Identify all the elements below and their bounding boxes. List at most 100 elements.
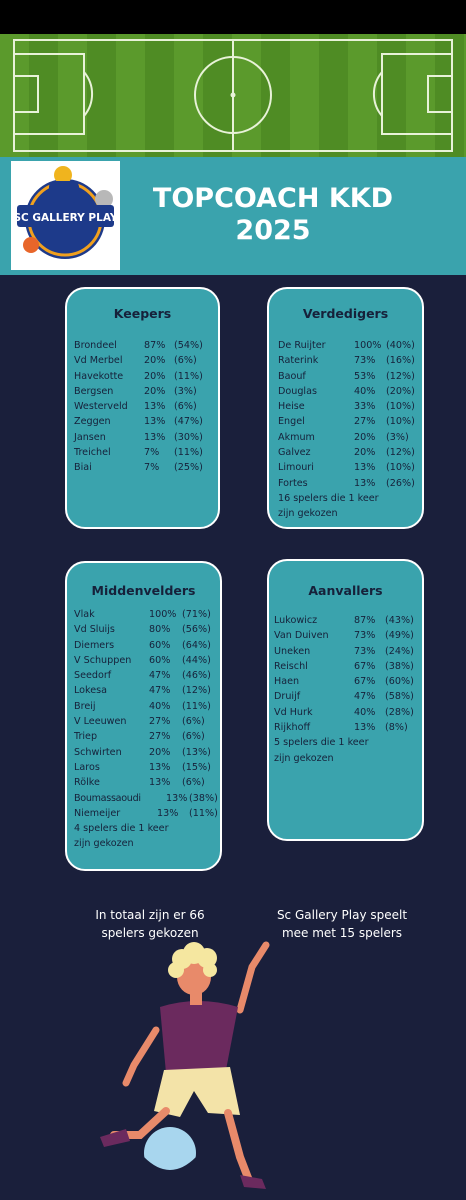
player-name: Havekotte [74, 370, 124, 382]
player-pct: 87% [354, 615, 376, 626]
list-item: Vlak 100% (71%) [74, 607, 220, 622]
player-own: (30%) [174, 431, 203, 443]
player-own: (10%) [386, 462, 415, 474]
player-own: (26%) [386, 477, 415, 489]
player-pct: 73% [354, 355, 376, 367]
list-item: Laros 13% (15%) [74, 760, 220, 775]
player-name: Akmum [278, 431, 315, 443]
player-own: (16%) [386, 355, 415, 367]
club-line-2: mee met 15 spelers [281, 926, 403, 940]
list-item: Schwirten 20% (13%) [74, 745, 220, 760]
player-name: Reischl [274, 660, 308, 672]
player-name: Laros [74, 761, 100, 773]
player-own: (71%) [182, 609, 211, 620]
verdedigers-list: De Ruijter 100% (40%) Raterink 73% (16%) Bao… [278, 338, 420, 522]
player-name: Lokesa [74, 685, 108, 697]
player-pct: 87% [144, 340, 166, 351]
player-pct: 20% [354, 447, 376, 459]
player-own: (6%) [182, 777, 205, 789]
player-pct: 53% [354, 370, 376, 382]
player-own: (25%) [174, 462, 203, 474]
player-name: Schwirten [74, 746, 122, 758]
player-pct: 100% [354, 340, 382, 351]
player-own: (10%) [386, 416, 415, 428]
list-item: Rölke 13% (6%) [74, 775, 220, 790]
list-item: Raterink 73% (16%) [278, 353, 420, 368]
aanvallers-list: Lukowicz 87% (43%) Van Duiven 73% (49%) Unek… [274, 613, 422, 766]
player-own: (6%) [174, 355, 197, 367]
list-item: Niemeijer 13% (11%) [74, 806, 220, 821]
player-pct: 67% [354, 660, 376, 672]
player-own: (12%) [182, 685, 211, 697]
page-title: TOPCOACH KKD 2025 [128, 183, 418, 247]
player-name: Engel [278, 416, 305, 428]
list-item: Boumassaoudi 13% (38%) [74, 791, 220, 806]
football-pitch-banner [0, 34, 466, 157]
player-pct: 67% [354, 676, 376, 688]
player-own: (54%) [174, 340, 203, 351]
top-black-bar [0, 0, 466, 34]
player-pct: 7% [144, 447, 160, 459]
player-own: (44%) [182, 654, 211, 666]
list-item: Lokesa 47% (12%) [74, 683, 220, 698]
note-line: zijn gekozen [74, 838, 134, 850]
list-item: Brondeel 87% (54%) [74, 338, 214, 353]
player-name: Vd Hurk [274, 706, 313, 718]
player-pct: 60% [149, 654, 171, 666]
player-pct: 73% [354, 645, 376, 657]
player-own: (12%) [386, 370, 415, 382]
player-own: (47%) [174, 416, 203, 428]
note-line: 4 spelers die 1 keer [74, 823, 169, 835]
list-item: Triep 27% (6%) [74, 729, 220, 744]
player-pct: 27% [354, 416, 376, 428]
keepers-card: Keepers Brondeel 87% (54%) Vd Merbel 20% (6%… [65, 287, 220, 529]
list-item: Vd Hurk 40% (28%) [274, 705, 422, 720]
player-pct: 13% [157, 807, 179, 819]
list-item: Zeggen 13% (47%) [74, 414, 214, 429]
list-item: Druijf 47% (58%) [274, 689, 422, 704]
player-pct: 13% [166, 792, 188, 804]
list-item: Seedorf 47% (46%) [74, 668, 220, 683]
player-name: Uneken [274, 645, 311, 657]
list-item: Bergsen 20% (3%) [74, 384, 214, 399]
player-own: (6%) [174, 401, 197, 413]
player-name: Treichel [74, 447, 111, 459]
player-own: (6%) [182, 731, 205, 743]
player-name: Douglas [278, 385, 317, 397]
player-pct: 13% [144, 431, 166, 443]
player-name: V Leeuwen [74, 716, 127, 728]
player-name: Bergsen [74, 385, 114, 397]
note-line: 5 spelers die 1 keer [274, 737, 369, 749]
player-own: (56%) [182, 624, 211, 636]
player-name: Niemeijer [74, 807, 121, 819]
player-pct: 47% [149, 670, 171, 682]
player-own: (6%) [182, 716, 205, 728]
list-item: Diemers 60% (64%) [74, 638, 220, 653]
player-own: (10%) [386, 401, 415, 413]
note-line: zijn gekozen [278, 508, 338, 520]
player-pct: 13% [144, 401, 166, 413]
player-own: (8%) [385, 722, 408, 734]
player-name: Limouri [278, 462, 314, 474]
list-item: De Ruijter 100% (40%) [278, 338, 420, 353]
player-name: Druijf [274, 691, 301, 703]
list-item: Baouf 53% (12%) [278, 369, 420, 384]
player-own: (28%) [385, 706, 414, 718]
total-line-2: spelers gekozen [101, 926, 199, 940]
list-item: Van Duiven 73% (49%) [274, 628, 422, 643]
player-name: Rijkhoff [274, 722, 311, 734]
player-name: Vd Merbel [74, 355, 123, 367]
player-pct: 20% [144, 370, 166, 382]
player-own: (49%) [385, 630, 414, 642]
player-name: Breij [74, 700, 96, 712]
list-item: Reischl 67% (38%) [274, 659, 422, 674]
club-logo: SC GALLERY PLAY [11, 161, 120, 270]
footballer-illustration [90, 925, 290, 1200]
player-pct: 13% [149, 761, 171, 773]
list-item: Engel 27% (10%) [278, 414, 420, 429]
logo-text: SC GALLERY PLAY [13, 212, 117, 224]
list-item: Fortes 13% (26%) [278, 476, 420, 491]
player-own: (58%) [385, 691, 414, 703]
player-name: Vlak [74, 609, 95, 620]
player-own: (43%) [385, 615, 414, 626]
